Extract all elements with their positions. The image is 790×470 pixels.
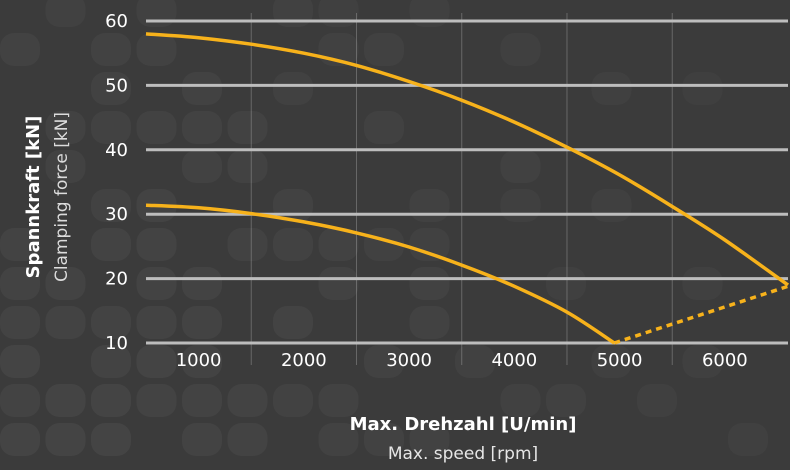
background-dot [182, 384, 222, 417]
background-dot [228, 423, 268, 456]
background-dot [728, 423, 768, 456]
background-dot [0, 33, 40, 66]
background-dot [137, 111, 177, 144]
background-dot [137, 267, 177, 300]
y-tick-label: 20 [105, 269, 128, 290]
y-tick-label: 60 [105, 11, 128, 32]
background-dot [683, 267, 723, 300]
y-tick-label: 30 [105, 204, 128, 225]
x-tick-label: 1000 [176, 350, 222, 371]
background-dot [137, 384, 177, 417]
background-dot [46, 0, 86, 27]
background-dot [501, 384, 541, 417]
background-dot [410, 0, 450, 27]
y-axis-title: Spannkraft [kN] [23, 116, 44, 279]
background-dot [182, 306, 222, 339]
background-dot [546, 267, 586, 300]
x-tick-label: 6000 [702, 350, 748, 371]
background-dot [0, 423, 40, 456]
background-dot [683, 72, 723, 105]
background-dot [91, 228, 131, 261]
background-dot [182, 150, 222, 183]
background-dot [501, 189, 541, 222]
background-dot [137, 306, 177, 339]
background-dot [410, 267, 450, 300]
x-tick-label: 5000 [597, 350, 643, 371]
background-dot [319, 384, 359, 417]
background-dot [273, 72, 313, 105]
x-axis-title: Max. Drehzahl [U/min] [350, 414, 577, 435]
background-dot-pattern [0, 0, 768, 456]
background-dot [0, 345, 40, 378]
x-axis-subtitle: Max. speed [rpm] [388, 444, 538, 464]
background-dot [273, 0, 313, 27]
background-dot [182, 423, 222, 456]
background-dot [137, 0, 177, 27]
x-tick-label: 3000 [386, 350, 432, 371]
background-dot [637, 384, 677, 417]
background-dot [455, 345, 495, 378]
background-dot [546, 384, 586, 417]
background-dot [501, 150, 541, 183]
background-dot [364, 111, 404, 144]
background-dot [410, 306, 450, 339]
background-dot [182, 111, 222, 144]
background-dot [46, 423, 86, 456]
background-dot [0, 306, 40, 339]
background-dot [182, 267, 222, 300]
background-dot [91, 33, 131, 66]
background-dot [228, 384, 268, 417]
background-dot [228, 150, 268, 183]
background-dot [46, 306, 86, 339]
background-dot [592, 189, 632, 222]
background-dot [0, 384, 40, 417]
background-dot [137, 345, 177, 378]
y-axis-subtitle: Clamping force [kN] [52, 112, 72, 282]
background-dot [410, 228, 450, 261]
background-dot [273, 228, 313, 261]
x-tick-label: 2000 [281, 350, 327, 371]
background-dot [137, 228, 177, 261]
y-tick-label: 40 [105, 140, 128, 161]
background-dot [228, 111, 268, 144]
y-tick-label: 10 [105, 333, 128, 354]
background-dot [592, 72, 632, 105]
x-tick-label: 4000 [491, 350, 537, 371]
background-dot [410, 189, 450, 222]
background-dot [364, 33, 404, 66]
background-dot [137, 33, 177, 66]
background-dot [319, 0, 359, 27]
background-dot [273, 384, 313, 417]
background-dot [91, 384, 131, 417]
background-dot [228, 228, 268, 261]
background-dot [46, 384, 86, 417]
background-dot [91, 423, 131, 456]
background-dot [182, 72, 222, 105]
background-dot [501, 33, 541, 66]
background-dot [319, 267, 359, 300]
background-dot [273, 306, 313, 339]
y-tick-label: 50 [105, 75, 128, 96]
